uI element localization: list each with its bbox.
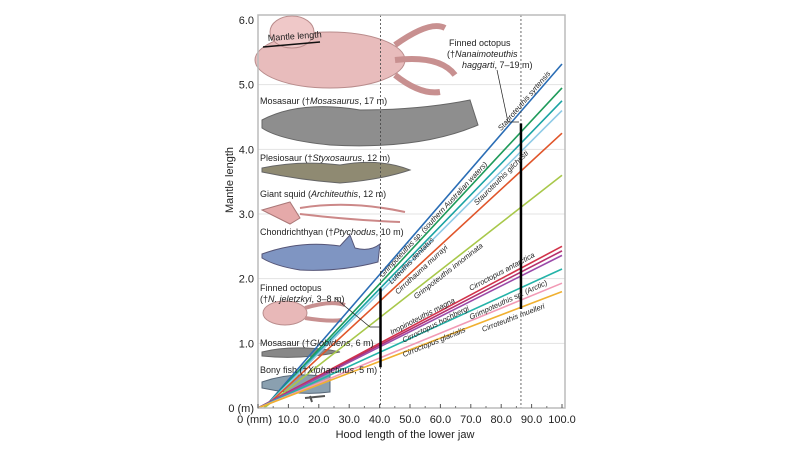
animal-label-prefix: Bony fish († [260,365,308,375]
animal-label-suffix: , 17 m) [359,96,387,106]
animal-label: Mosasaur (†Mosasaurus, 17 m) [260,96,387,106]
reference-lines [379,15,523,408]
animal-label-prefix: Mosasaur († [260,96,310,106]
series-label: Cirroctopus glacialis [401,325,467,359]
mosasaur-illustration [261,99,479,147]
animal-label: Giant squid (Architeuthis, 12 m) [260,189,386,199]
x-tick-label: 60.0 [430,414,451,426]
y-tick-label: 5.0 [239,80,254,92]
animal-label-genus: Ptychodus [334,227,377,237]
x-tick-label: 10.0 [278,414,299,426]
axes: 0 (mm) 10.0 20.0 30.0 40.0 50.0 60.0 70.0 80.0 90… [224,14,576,441]
small-octopus-arms-illustration [304,301,346,323]
x-tick-label: 90.0 [521,414,542,426]
animal-label: Chondrichthyan (†Ptychodus, 10 m) [260,227,404,237]
animal-label-prefix: Chondrichthyan († [260,227,334,237]
x-tick-label: 80.0 [490,414,511,426]
x-axis-title: Hood length of the lower jaw [336,429,475,441]
series-line [257,282,563,409]
y-tick-label: 2.0 [239,274,254,286]
octopus-arms-illustration [393,23,458,96]
animal-label-genus: Architeuthis [310,189,359,199]
animal-label-genus: Globidens [310,338,351,348]
finned-octopus-fin-illustration [269,15,315,49]
mantle-length-annotation: Mantle length [267,29,322,43]
animal-label: Mosasaur (†Globidens, 6 m) [260,338,374,348]
series-line [263,174,563,409]
finned-octopus-small-annotation: Finned octopus (†N. jeletzkyi, 3–8 m) [260,283,380,328]
shark-illustration [261,234,381,271]
y-tick-label: 6.0 [239,15,254,27]
diver-illustration [304,395,326,403]
animal-label-suffix: , 6 m) [351,338,374,348]
animal-label-suffix: , 12 m) [358,189,386,199]
x-tick-label: 50.0 [399,414,420,426]
plot-frame [257,14,566,409]
x-tick-label: 70.0 [460,414,481,426]
series-line [257,290,563,409]
finned-large-line1: Finned octopus [449,38,511,48]
series-line [263,109,563,409]
mantle-length-indicator: Mantle length [262,29,322,48]
animal-label-genus: Xiphactinus [307,365,355,375]
animal-label-suffix: , 5 m) [354,365,377,375]
animal-label: Plesiosaur (†Styxosaurus, 12 m) [260,153,390,163]
animal-label-genus: Mosasaurus [310,96,360,106]
animal-label: Bony fish (†Xiphactinus, 5 m) [260,365,377,375]
plesiosaur-illustration [261,161,412,184]
x-tick-label: 100.0 [548,414,576,426]
finned-octopus-large-annotation: Finned octopus (†Nanaimoteuthis haggarti… [447,38,533,123]
finned-small-line2: (†N. jeletzkyi, 3–8 m) [260,294,345,304]
finned-small-line1: Finned octopus [260,283,322,293]
y-tick-label: 4.0 [239,144,254,156]
x-tick-label: 30.0 [338,414,359,426]
series-line [263,132,563,409]
y-tick-label: 0 (m) [228,403,254,415]
x-tick-label: 0 (mm) [237,414,272,426]
series-line [263,87,563,409]
x-tick-label: 20.0 [308,414,329,426]
series-line [263,100,563,409]
squid-tentacles-illustration [299,203,406,223]
animal-label-prefix: Mosasaur († [260,338,310,348]
x-tick-label: 40.0 [369,414,390,426]
animal-illustrations [254,15,479,403]
finned-large-line3: haggarti, 7–19 m) [462,60,533,70]
y-tick-label: 1.0 [239,338,254,350]
y-tick-label: 3.0 [239,209,254,221]
series-line [257,268,563,409]
y-axis-title: Mantle length [224,147,236,213]
animal-label-prefix: Plesiosaur († [260,153,313,163]
animal-labels: Mosasaur (†Mosasaurus, 17 m)Plesiosaur (… [260,96,404,375]
finned-octopus-small-illustration [262,300,308,326]
series-lines [257,63,563,409]
giant-squid-illustration [260,201,301,225]
animal-label-prefix: Giant squid ( [260,189,311,199]
animal-label-suffix: , 10 m) [376,227,404,237]
series-line [263,63,563,409]
series-label: Stauroteuthis syrtensis [496,69,553,132]
animal-label-genus: Styxosaurus [313,153,363,163]
animal-label-suffix: , 12 m) [362,153,390,163]
series-line [257,254,563,409]
finned-large-line2: (†Nanaimoteuthis [447,49,518,59]
